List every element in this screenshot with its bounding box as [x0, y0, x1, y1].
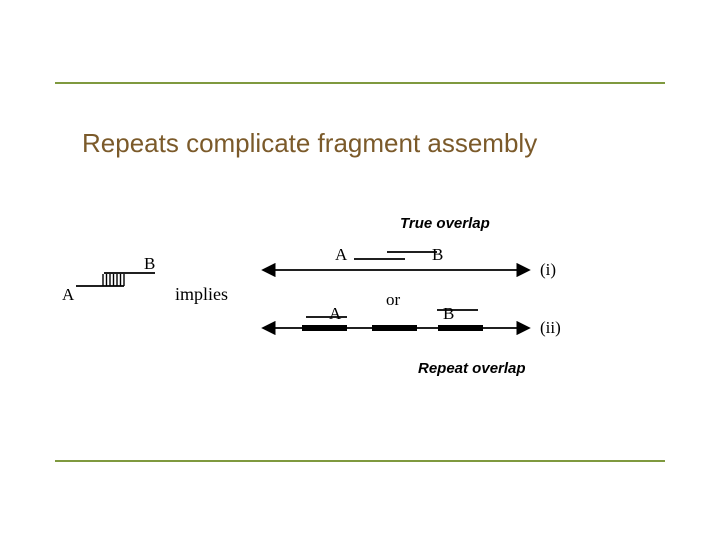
case-ii-label-b: B	[443, 304, 454, 323]
case-i-label-a: A	[335, 245, 348, 264]
roman-i: (i)	[540, 260, 556, 279]
implies-text: implies	[175, 284, 228, 304]
roman-ii: (ii)	[540, 318, 561, 337]
case-ii-label-a: A	[329, 304, 342, 323]
left-label-b: B	[144, 254, 155, 273]
assembly-diagram: A B implies A B or A B (i) (ii)	[0, 0, 720, 540]
overlap-ticks	[103, 274, 124, 286]
case-i-group: A B	[272, 245, 520, 270]
left-fragment-pair: A B	[62, 254, 155, 304]
or-text: or	[386, 290, 401, 309]
left-label-a: A	[62, 285, 75, 304]
case-i-label-b: B	[432, 245, 443, 264]
